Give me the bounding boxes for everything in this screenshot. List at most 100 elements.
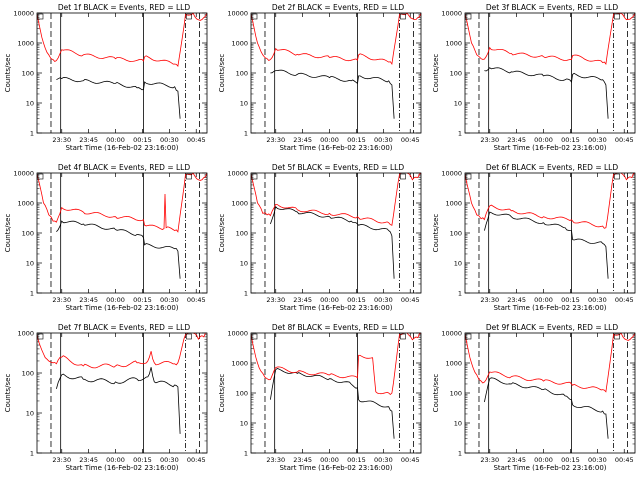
y-tick-label: 1 bbox=[458, 130, 462, 138]
x-tick-label: 00:00 bbox=[320, 456, 339, 464]
x-tick-label: 00:00 bbox=[534, 136, 553, 144]
panel-title: Det 1f BLACK = Events, RED = LLD bbox=[58, 3, 191, 12]
y-axis-label: Counts/sec bbox=[4, 214, 12, 253]
detector-panel-4: Det 4f BLACK = Events, RED = LLD Counts/s… bbox=[4, 163, 208, 312]
detector-panel-1: Det 1f BLACK = Events, RED = LLD Counts/s… bbox=[4, 3, 208, 152]
x-tick-label: 00:15 bbox=[347, 456, 366, 464]
x-tick-label: 23:30 bbox=[266, 136, 285, 144]
detector-panel-5: Det 5f BLACK = Events, RED = LLD Counts/s… bbox=[218, 163, 422, 312]
x-tick-label: 00:30 bbox=[588, 296, 607, 304]
y-axis-label: Counts/sec bbox=[218, 214, 226, 253]
x-tick-label: 00:45 bbox=[615, 296, 634, 304]
y-tick-label: 1000 bbox=[17, 330, 34, 338]
x-tick-label: 23:30 bbox=[52, 456, 71, 464]
y-tick-label: 10 bbox=[26, 100, 34, 108]
y-tick-label: 1 bbox=[30, 450, 34, 458]
x-tick-label: 00:15 bbox=[561, 136, 580, 144]
x-tick-label: 00:45 bbox=[615, 136, 634, 144]
y-tick-label: 10000 bbox=[227, 330, 248, 338]
x-axis-label: Start Time (16-Feb-02 23:16:00) bbox=[65, 144, 178, 152]
corner-marker-right bbox=[186, 173, 192, 180]
x-tick-label: 00:45 bbox=[401, 136, 420, 144]
y-tick-label: 1000 bbox=[17, 200, 34, 208]
y-tick-label: 1 bbox=[244, 130, 248, 138]
y-tick-label: 1000 bbox=[231, 40, 248, 48]
corner-marker-left bbox=[465, 173, 472, 180]
panel-title: Det 9f BLACK = Events, RED = LLD bbox=[486, 323, 619, 332]
y-tick-label: 100 bbox=[450, 230, 462, 238]
y-tick-label: 10 bbox=[26, 260, 34, 268]
detector-panel-8: Det 8f BLACK = Events, RED = LLD Counts/s… bbox=[218, 323, 422, 472]
x-tick-label: 23:45 bbox=[507, 296, 526, 304]
detector-panel-2: Det 2f BLACK = Events, RED = LLD Counts/s… bbox=[218, 3, 422, 152]
events-series-line bbox=[484, 377, 609, 439]
x-tick-label: 00:00 bbox=[534, 456, 553, 464]
y-axis-label: Counts/sec bbox=[432, 214, 440, 253]
x-tick-label: 00:45 bbox=[401, 456, 420, 464]
x-tick-label: 00:30 bbox=[374, 136, 393, 144]
x-axis-label: Start Time (16-Feb-02 23:16:00) bbox=[65, 464, 178, 472]
y-axis-label: Counts/sec bbox=[218, 54, 226, 93]
x-axis-label: Start Time (16-Feb-02 23:16:00) bbox=[493, 464, 606, 472]
x-tick-label: 00:00 bbox=[534, 296, 553, 304]
y-tick-label: 1 bbox=[30, 130, 34, 138]
y-tick-label: 1000 bbox=[231, 360, 248, 368]
x-tick-label: 00:15 bbox=[133, 136, 152, 144]
y-axis-label: Counts/sec bbox=[218, 374, 226, 413]
events-series-line bbox=[484, 67, 609, 119]
x-tick-label: 23:45 bbox=[79, 296, 98, 304]
x-tick-label: 00:30 bbox=[160, 136, 179, 144]
lld-series-line bbox=[251, 13, 421, 66]
y-tick-label: 100 bbox=[22, 230, 34, 238]
events-series-line bbox=[56, 220, 181, 279]
events-series-line bbox=[484, 211, 609, 279]
corner-marker-left bbox=[37, 173, 44, 180]
x-tick-label: 00:30 bbox=[374, 296, 393, 304]
y-tick-label: 100 bbox=[450, 70, 462, 78]
y-tick-label: 100 bbox=[236, 230, 248, 238]
plot-frame bbox=[36, 12, 208, 134]
x-tick-label: 23:30 bbox=[480, 136, 499, 144]
detector-panel-7: Det 7f BLACK = Events, RED = LLD Counts/s… bbox=[4, 323, 208, 472]
panel-title: Det 5f BLACK = Events, RED = LLD bbox=[272, 163, 405, 172]
x-tick-label: 23:45 bbox=[79, 456, 98, 464]
lld-series-line bbox=[465, 173, 635, 229]
plot-frame bbox=[36, 172, 208, 294]
corner-marker-right bbox=[614, 13, 620, 20]
y-tick-label: 1 bbox=[30, 290, 34, 298]
y-axis-label: Counts/sec bbox=[432, 374, 440, 413]
plot-frame bbox=[250, 172, 422, 294]
lld-series-line bbox=[37, 173, 207, 233]
y-tick-label: 100 bbox=[450, 390, 462, 398]
y-tick-label: 1000 bbox=[445, 200, 462, 208]
y-axis-label: Counts/sec bbox=[4, 374, 12, 413]
corner-marker-right bbox=[186, 13, 192, 20]
x-tick-label: 00:00 bbox=[106, 296, 125, 304]
y-tick-label: 10000 bbox=[441, 330, 462, 338]
y-tick-label: 10 bbox=[240, 260, 248, 268]
y-tick-label: 1000 bbox=[445, 40, 462, 48]
lld-series-line bbox=[465, 13, 635, 65]
x-tick-label: 00:45 bbox=[187, 296, 206, 304]
y-axis-label: Counts/sec bbox=[432, 54, 440, 93]
x-tick-label: 00:00 bbox=[106, 136, 125, 144]
events-series-line bbox=[270, 69, 395, 119]
y-tick-label: 10 bbox=[26, 410, 34, 418]
x-tick-label: 00:30 bbox=[160, 456, 179, 464]
plot-frame bbox=[464, 12, 636, 134]
y-tick-label: 10 bbox=[454, 420, 462, 428]
plot-frame bbox=[250, 12, 422, 134]
x-tick-label: 00:15 bbox=[561, 456, 580, 464]
y-tick-label: 100 bbox=[236, 390, 248, 398]
panel-title: Det 8f BLACK = Events, RED = LLD bbox=[272, 323, 405, 332]
x-axis-label: Start Time (16-Feb-02 23:16:00) bbox=[279, 144, 392, 152]
x-axis-label: Start Time (16-Feb-02 23:16:00) bbox=[279, 304, 392, 312]
y-axis-label: Counts/sec bbox=[4, 54, 12, 93]
y-tick-label: 10000 bbox=[441, 10, 462, 18]
panel-title: Det 7f BLACK = Events, RED = LLD bbox=[58, 323, 191, 332]
panel-title: Det 2f BLACK = Events, RED = LLD bbox=[272, 3, 405, 12]
y-tick-label: 10 bbox=[454, 100, 462, 108]
corner-marker-left bbox=[251, 333, 258, 340]
x-axis-label: Start Time (16-Feb-02 23:16:00) bbox=[65, 304, 178, 312]
y-tick-label: 10000 bbox=[227, 170, 248, 178]
